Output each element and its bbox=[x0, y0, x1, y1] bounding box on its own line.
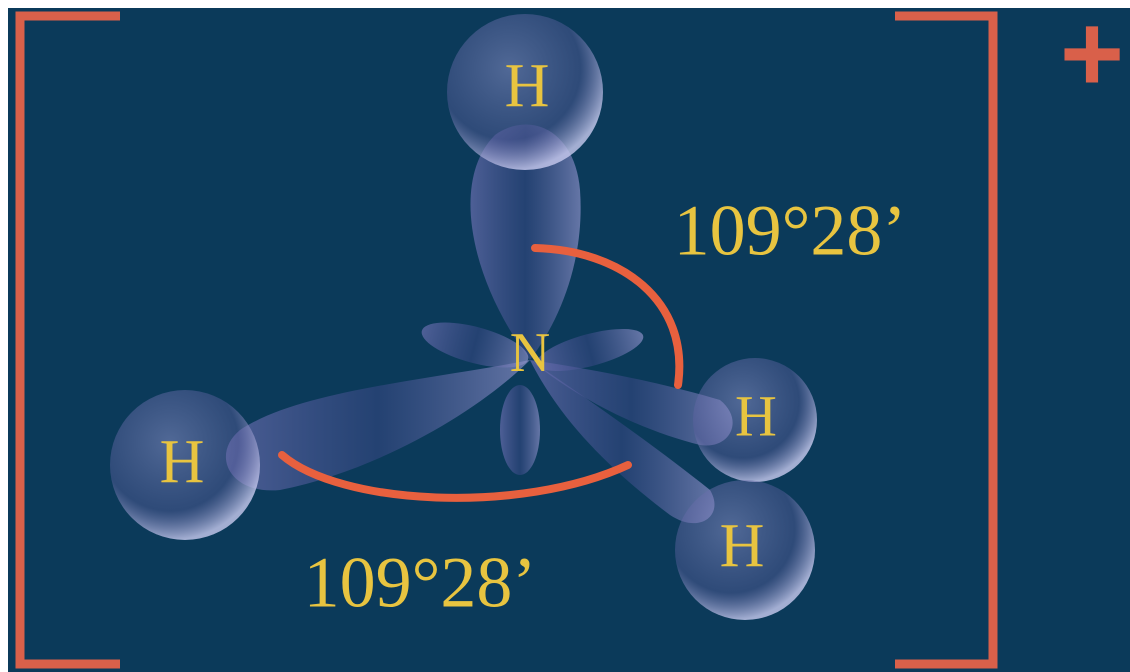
atom-label: H bbox=[735, 383, 777, 448]
angle-arc bbox=[531, 244, 684, 389]
hydrogen-sphere bbox=[675, 480, 815, 620]
atom-label: H bbox=[720, 512, 765, 580]
lobe bbox=[530, 360, 733, 446]
right-bracket bbox=[895, 11, 998, 669]
brackets bbox=[15, 11, 998, 669]
angle-arcs bbox=[278, 244, 684, 502]
lobe bbox=[225, 360, 530, 491]
left-bracket bbox=[15, 11, 120, 669]
charge: + bbox=[1060, 0, 1124, 115]
hydrogen-sphere bbox=[110, 390, 260, 540]
small-lobe bbox=[421, 322, 529, 368]
small-lobe bbox=[536, 328, 644, 372]
atom-label: H bbox=[160, 428, 205, 496]
hydrogen-sphere bbox=[693, 358, 817, 482]
hydrogen-sphere bbox=[447, 14, 603, 170]
angle-arc bbox=[278, 451, 632, 502]
angle-label: 109°28’ bbox=[304, 543, 537, 623]
small-lobe bbox=[500, 385, 540, 475]
atom-label: H bbox=[505, 52, 550, 120]
atom-label: N bbox=[510, 322, 550, 384]
lobe bbox=[470, 124, 581, 360]
angle-label: 109°28’ bbox=[674, 191, 907, 271]
orbitals bbox=[225, 124, 733, 524]
lobe bbox=[530, 360, 715, 524]
